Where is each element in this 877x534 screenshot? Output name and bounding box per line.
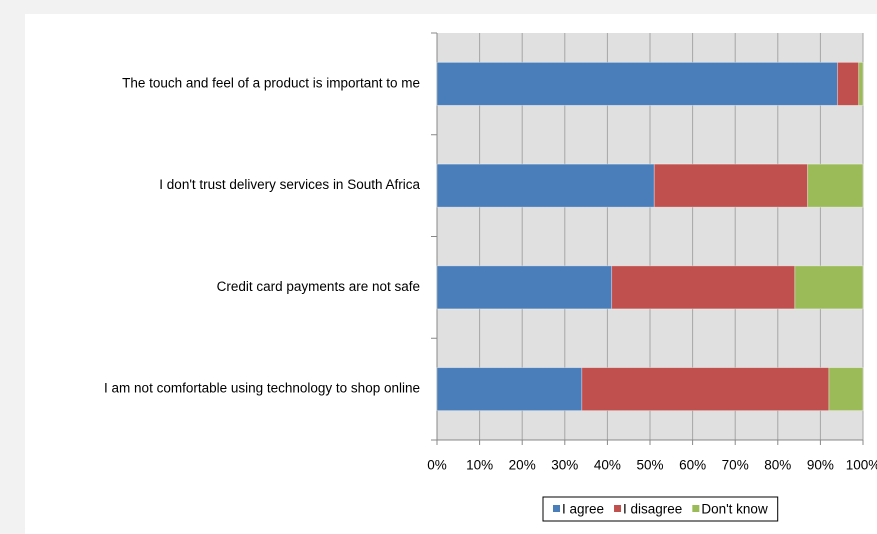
legend-swatch <box>553 505 560 512</box>
x-tick-label: 80% <box>764 458 791 473</box>
x-tick-label: 70% <box>722 458 749 473</box>
x-tick-label: 60% <box>679 458 706 473</box>
x-tick-label: 0% <box>427 458 447 473</box>
y-tick-label: The touch and feel of a product is impor… <box>122 75 420 90</box>
x-tick-label: 40% <box>594 458 621 473</box>
bar <box>436 367 583 412</box>
bar <box>653 163 809 208</box>
x-tick-label: 50% <box>636 458 663 473</box>
x-tick-label: 100% <box>846 458 877 473</box>
x-tick-label: 10% <box>466 458 493 473</box>
bar <box>858 61 864 106</box>
y-tick-label: Credit card payments are not safe <box>217 279 420 294</box>
y-tick-label: I am not comfortable using technology to… <box>104 381 420 396</box>
y-labels: The touch and feel of a product is impor… <box>104 75 420 395</box>
bar <box>581 367 830 412</box>
bar <box>436 265 613 310</box>
bar <box>794 265 864 310</box>
x-tick-label: 30% <box>551 458 578 473</box>
x-tick-label: 20% <box>509 458 536 473</box>
y-tick-label: I don't trust delivery services in South… <box>159 177 420 192</box>
x-tick-label: 90% <box>807 458 834 473</box>
bar <box>807 163 864 208</box>
bar <box>828 367 864 412</box>
bar <box>436 163 655 208</box>
bar <box>436 61 838 106</box>
bar <box>837 61 860 106</box>
legend-box <box>542 496 779 522</box>
legend-label: I agree <box>562 502 604 517</box>
bar <box>611 265 796 310</box>
legend-swatch <box>692 505 700 512</box>
legend-label: I disagree <box>623 502 682 517</box>
legend: I agree I disagree Don't know <box>542 496 779 522</box>
legend-label: Don't know <box>701 502 768 517</box>
legend-swatch <box>614 505 622 512</box>
